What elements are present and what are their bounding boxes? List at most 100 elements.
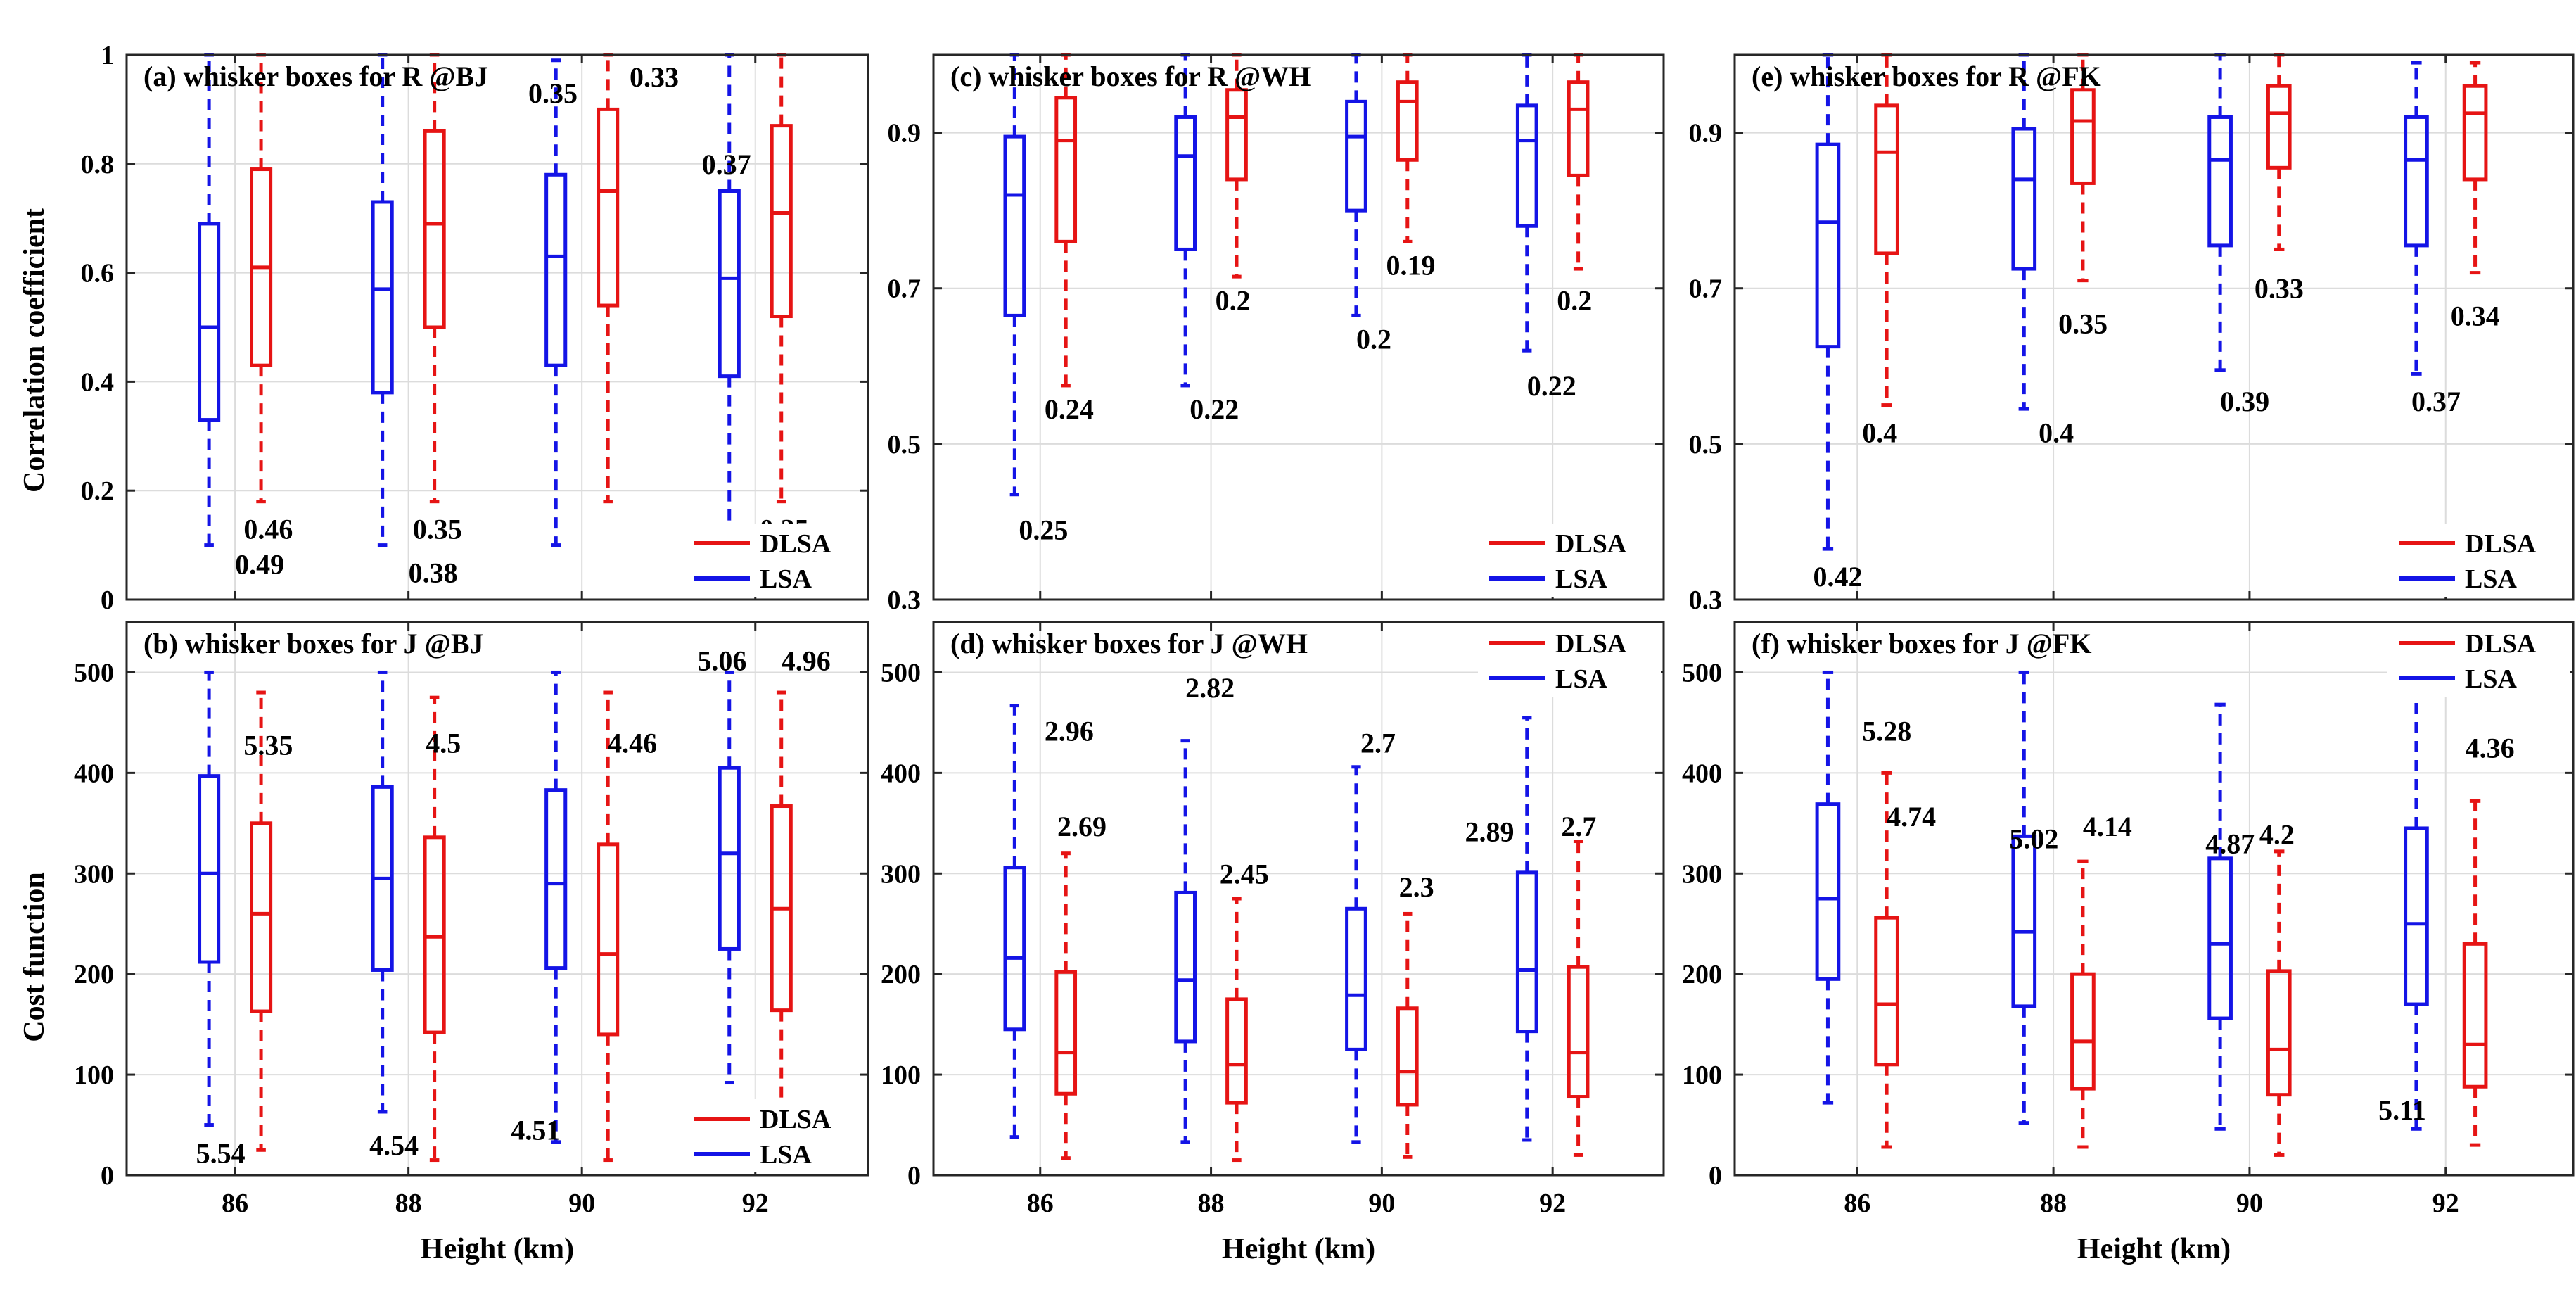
- iqr-box: [1515, 870, 1538, 1034]
- data-annotation: 5.02: [2009, 823, 2058, 854]
- iqr-box: [1515, 103, 1538, 228]
- data-annotation: 0.33: [2255, 273, 2304, 305]
- data-annotation: 0.39: [2220, 386, 2269, 417]
- data-annotation: 0.2: [1356, 324, 1391, 355]
- iqr-box: [718, 766, 741, 951]
- y-tick-label: 100: [74, 1060, 114, 1090]
- x-tick-label: 90: [1368, 1189, 1395, 1218]
- box-dlsa-88: [2070, 859, 2096, 1149]
- data-annotation: 2.96: [1045, 715, 1094, 747]
- legend-label-dlsa: DLSA: [2465, 529, 2537, 559]
- panel-title: (d) whisker boxes for J @WH: [950, 628, 1308, 659]
- box-dlsa-92: [1567, 53, 1590, 271]
- panel-title: (a) whisker boxes for R @BJ: [144, 61, 488, 92]
- y-tick-label: 0.3: [888, 585, 922, 615]
- data-annotation: 5.54: [196, 1138, 246, 1170]
- iqr-box: [2266, 969, 2292, 1097]
- iqr-box: [1225, 88, 1248, 182]
- box-lsa-88: [371, 53, 394, 547]
- legend: DLSA LSA: [1478, 524, 1661, 597]
- box-dlsa-90: [2266, 849, 2292, 1157]
- axes-frame: [125, 621, 869, 1177]
- panel-title: (b) whisker boxes for J @BJ: [144, 628, 484, 659]
- legend-label-lsa: LSA: [2465, 664, 2517, 694]
- iqr-box: [1396, 1006, 1419, 1107]
- iqr-box: [1567, 965, 1590, 1099]
- box-lsa-86: [1003, 53, 1026, 497]
- box-lsa-88: [371, 670, 394, 1114]
- iqr-box: [198, 774, 221, 964]
- iqr-box: [423, 129, 446, 329]
- x-tick-label: 90: [2236, 1189, 2263, 1218]
- iqr-box: [2462, 942, 2488, 1089]
- iqr-box: [2462, 84, 2488, 182]
- legend-label-dlsa: DLSA: [2465, 629, 2537, 659]
- panel-title: (f) whisker boxes for J @FK: [1752, 628, 2091, 659]
- data-annotation: 5.28: [1862, 715, 1911, 747]
- y-tick-label: 0: [101, 585, 114, 615]
- x-tick-label: 92: [2432, 1189, 2459, 1218]
- iqr-box: [2404, 826, 2429, 1006]
- legend-box: [2387, 623, 2570, 697]
- data-annotation: 4.14: [2083, 811, 2132, 842]
- x-axis-label: Height (km): [1222, 1233, 1375, 1265]
- y-tick-label: 0: [101, 1161, 114, 1191]
- y-tick-label: 0.5: [888, 430, 922, 460]
- iqr-box: [544, 788, 568, 970]
- iqr-box: [1174, 890, 1197, 1044]
- y-tick-label: 0.5: [1689, 430, 1723, 460]
- y-tick-label: 1: [101, 41, 114, 70]
- box-lsa-86: [198, 53, 221, 547]
- data-annotation: 4.36: [2466, 733, 2515, 764]
- data-annotation: 2.82: [1185, 672, 1235, 704]
- box-dlsa-92: [770, 53, 793, 504]
- y-tick-label: 0.3: [1689, 585, 1723, 615]
- box-dlsa-88: [423, 53, 446, 504]
- iqr-box: [2404, 115, 2429, 248]
- data-annotation: 2.89: [1465, 816, 1515, 847]
- iqr-box: [198, 222, 221, 422]
- box-dlsa-86: [250, 53, 273, 504]
- box-lsa-90: [1345, 53, 1367, 317]
- data-annotation: 0.34: [2451, 300, 2500, 331]
- box-lsa-86: [1815, 53, 1841, 551]
- data-annotation: 4.96: [782, 645, 831, 676]
- data-annotation: 4.74: [1887, 801, 1936, 832]
- axes-frame: [932, 621, 1665, 1177]
- y-tick-label: 500: [881, 658, 921, 688]
- data-annotation: 0.24: [1045, 393, 1094, 425]
- iqr-box: [1815, 802, 1841, 981]
- box-lsa-86: [1815, 670, 1841, 1105]
- box-lsa-90: [2207, 53, 2233, 372]
- box-lsa-92: [2404, 61, 2429, 376]
- box-dlsa-86: [1874, 771, 1899, 1149]
- box-dlsa-92: [770, 690, 793, 1157]
- data-annotation: 4.46: [608, 727, 657, 759]
- iqr-box: [2070, 88, 2096, 185]
- subplot-f: 0 100 200 300 400 500 86 88 90 92 (f) whisker boxe…: [1682, 621, 2575, 1265]
- iqr-box: [1054, 970, 1078, 1096]
- box-lsa-92: [1515, 53, 1538, 353]
- box-dlsa-92: [2462, 61, 2488, 275]
- legend-label-lsa: LSA: [2465, 564, 2517, 594]
- box-dlsa-90: [597, 53, 620, 504]
- data-annotation: 2.69: [1057, 811, 1107, 842]
- y-tick-label: 0.7: [888, 274, 922, 304]
- iqr-box: [1225, 997, 1248, 1105]
- iqr-box: [544, 172, 568, 367]
- iqr-box: [1003, 866, 1026, 1032]
- data-annotation: 4.5: [426, 727, 461, 759]
- iqr-box: [2266, 84, 2292, 170]
- y-tick-label: 0: [1709, 1161, 1722, 1191]
- iqr-box: [597, 842, 620, 1037]
- legend-box: [2387, 524, 2570, 597]
- y-tick-label: 200: [74, 960, 114, 989]
- data-annotation: 0.46: [243, 513, 293, 545]
- data-annotation: 0.33: [630, 61, 679, 93]
- data-annotation: 0.37: [2411, 386, 2461, 417]
- iqr-box: [2207, 856, 2233, 1020]
- y-tick-label: 0.2: [81, 476, 115, 506]
- subplot-a: 0 0.2 0.4 0.6 0.8 1 (a) whisker boxes for R @B…: [81, 41, 869, 615]
- data-annotation: 0.22: [1527, 370, 1576, 402]
